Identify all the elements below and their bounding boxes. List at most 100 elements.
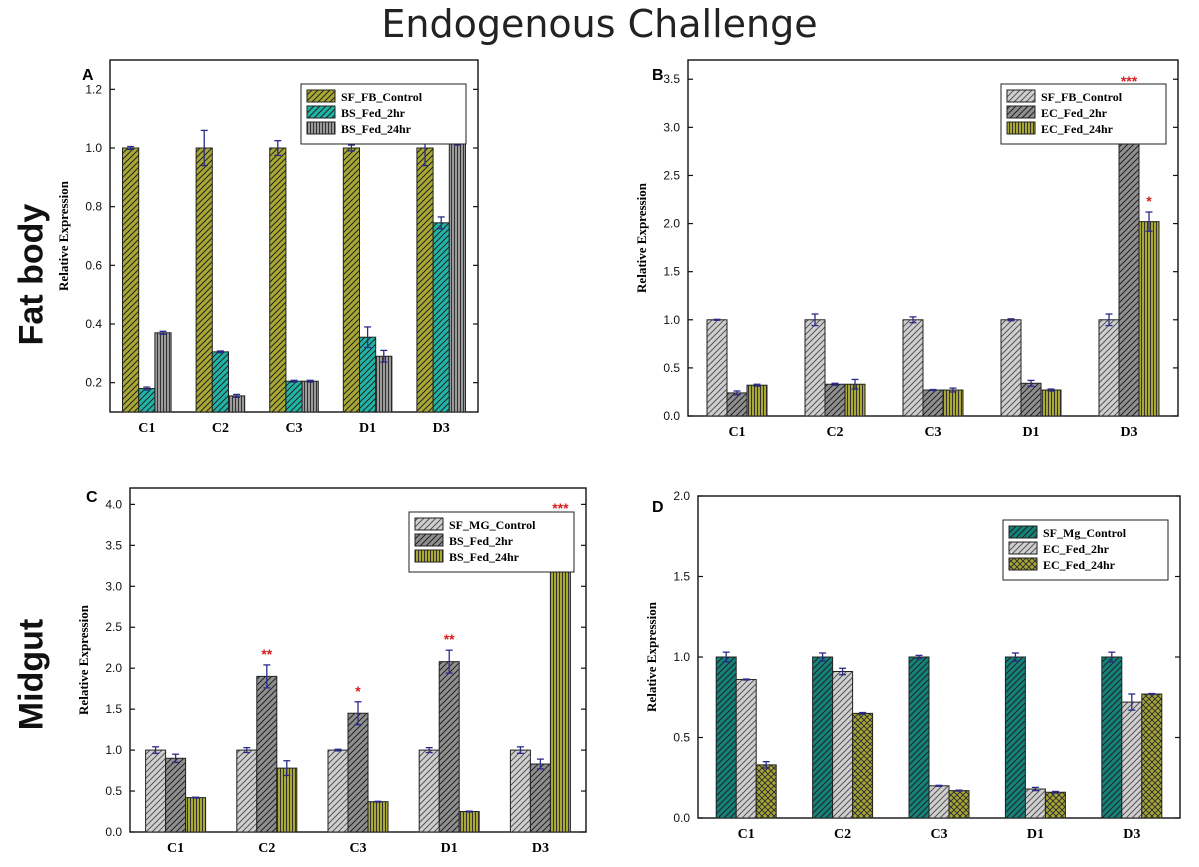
- legend-entry: EC_Fed_24hr: [1041, 122, 1114, 136]
- bar: [948, 790, 970, 819]
- y-tick-label: 3.5: [663, 72, 680, 86]
- bar: [1141, 693, 1163, 819]
- legend-swatch: [1006, 105, 1036, 119]
- significance-marker: *: [355, 683, 361, 699]
- bar: [1024, 788, 1046, 819]
- y-axis-label: Relative Expression: [634, 182, 649, 293]
- x-tick-label: D3: [1123, 827, 1140, 842]
- significance-marker: **: [444, 631, 455, 647]
- x-tick-label: C1: [167, 841, 184, 856]
- bar: [804, 319, 826, 417]
- bar: [227, 395, 246, 413]
- bar: [165, 757, 187, 833]
- y-tick-label: 1.2: [85, 82, 102, 96]
- bar: [832, 670, 854, 819]
- bar: [301, 380, 319, 413]
- panel-letter: C: [86, 489, 98, 506]
- y-tick-label: 0.8: [85, 200, 102, 214]
- x-tick-label: C3: [285, 421, 302, 436]
- panel-letter: D: [652, 499, 664, 516]
- y-tick-label: 3.0: [663, 120, 680, 134]
- x-tick-label: D1: [1027, 827, 1044, 842]
- panel-letter: A: [82, 67, 94, 84]
- legend-swatch: [306, 89, 336, 103]
- significance-marker: **: [261, 646, 272, 662]
- y-tick-label: 1.0: [663, 313, 680, 327]
- bar: [122, 147, 140, 413]
- legend-swatch: [306, 105, 336, 119]
- legend: SF_MG_Control BS_Fed_2hr BS_Fed_24hr: [408, 511, 575, 573]
- y-tick-label: 1.5: [663, 265, 680, 279]
- bar: [138, 388, 156, 413]
- y-tick-label: 2.5: [663, 168, 680, 182]
- figure-title: Endogenous Challenge: [381, 2, 818, 46]
- legend-entry: BS_Fed_2hr: [449, 534, 514, 548]
- bar: [715, 656, 737, 819]
- bar: [195, 147, 213, 413]
- bar: [942, 389, 964, 417]
- legend-swatch: [1006, 121, 1036, 135]
- bar: [746, 384, 768, 417]
- legend-entry: SF_FB_Control: [341, 90, 423, 104]
- chart-panel-b: B 0.0 0.5 1.0 1.5 2.0 2.5 3.0 3.5 Relative Expres…: [634, 59, 1179, 440]
- y-tick-label: 3.5: [105, 538, 122, 552]
- bar: [432, 222, 450, 413]
- x-tick-label: C1: [738, 827, 755, 842]
- legend-entry: EC_Fed_2hr: [1043, 542, 1110, 556]
- bar: [256, 675, 278, 833]
- bar: [1101, 656, 1123, 819]
- y-tick-label: 1.0: [673, 650, 690, 664]
- bar: [706, 319, 728, 417]
- legend-swatch: [306, 121, 336, 135]
- legend: SF_Mg_Control EC_Fed_2hr EC_Fed_24hr: [1002, 519, 1169, 581]
- y-tick-label: 1.5: [673, 570, 690, 584]
- bar: [185, 797, 207, 833]
- legend-swatch: [1008, 557, 1038, 571]
- x-tick-label: C3: [349, 841, 366, 856]
- legend-entry: EC_Fed_24hr: [1043, 558, 1116, 572]
- x-tick-label: C3: [924, 425, 941, 440]
- bar: [458, 811, 480, 833]
- bar: [908, 656, 930, 819]
- x-tick-label: D3: [532, 841, 549, 856]
- significance-marker: *: [1146, 193, 1152, 209]
- bar: [236, 749, 258, 833]
- bar: [922, 389, 944, 417]
- x-tick-label: D1: [441, 841, 458, 856]
- legend-swatch: [414, 517, 444, 531]
- bar: [1000, 319, 1022, 417]
- bar: [812, 656, 834, 819]
- x-tick-label: D1: [1022, 425, 1039, 440]
- bar: [1121, 701, 1143, 819]
- bar: [852, 712, 874, 819]
- x-tick-label: D3: [1120, 425, 1137, 440]
- bar: [1004, 656, 1026, 819]
- legend-entry: BS_Fed_24hr: [341, 122, 412, 136]
- legend-entry: EC_Fed_2hr: [1041, 106, 1108, 120]
- bar: [1040, 389, 1062, 417]
- bar: [824, 383, 846, 417]
- legend-swatch: [414, 533, 444, 547]
- y-axis-label: Relative Expression: [56, 180, 71, 291]
- x-tick-label: C2: [826, 425, 843, 440]
- bar: [735, 679, 757, 819]
- y-axis-label: Relative Expression: [644, 601, 659, 712]
- bar: [448, 141, 466, 413]
- bar: [269, 147, 287, 413]
- bar: [1098, 319, 1120, 417]
- panel-letter: B: [652, 67, 664, 84]
- bar: [416, 147, 434, 413]
- x-tick-label: C1: [138, 421, 155, 436]
- bar: [145, 749, 167, 833]
- legend: SF_FB_Control EC_Fed_2hr EC_Fed_24hr: [1000, 83, 1167, 145]
- bar: [211, 351, 229, 413]
- bar: [347, 712, 369, 833]
- y-tick-label: 0.4: [85, 317, 102, 331]
- y-tick-label: 1.5: [105, 702, 122, 716]
- y-axis-label: Relative Expression: [76, 604, 91, 715]
- x-tick-label: C2: [834, 827, 851, 842]
- bar: [154, 332, 172, 413]
- y-tick-label: 0.5: [663, 361, 680, 375]
- y-tick-label: 2.5: [105, 620, 122, 634]
